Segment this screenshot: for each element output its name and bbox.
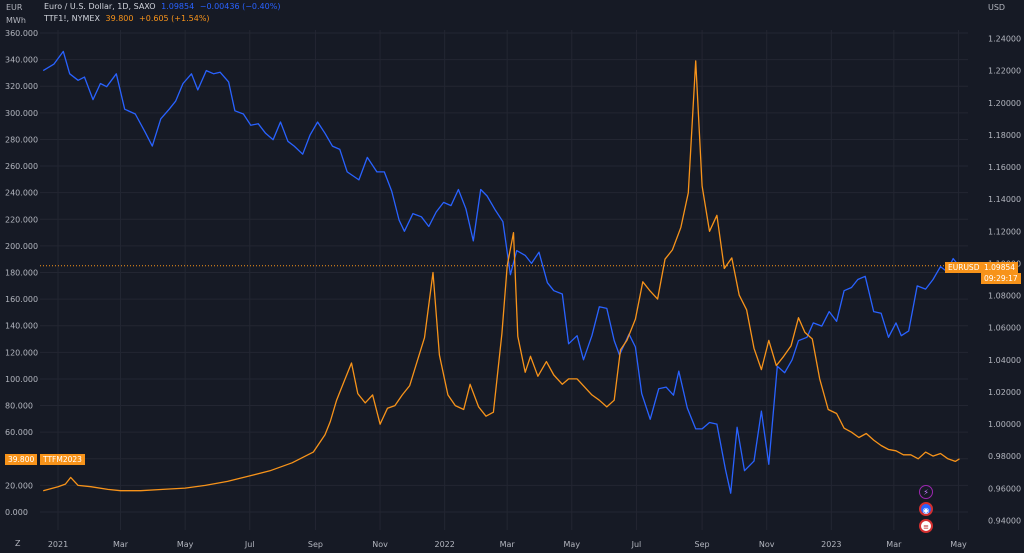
right-tick-label: 0.94000 — [988, 517, 1021, 526]
x-tick-label: Nov — [372, 540, 388, 549]
legend-eur[interactable]: Euro / U.S. Dollar, 1D, SAXO 1.09854 −0.… — [44, 2, 280, 11]
x-tick-label: May — [564, 540, 581, 549]
legend-eur-name: Euro / U.S. Dollar, 1D, SAXO — [44, 2, 156, 11]
left-tick-label: 100.000 — [5, 375, 38, 384]
x-tick-label: Sep — [308, 540, 323, 549]
x-tick-label: Jul — [631, 540, 642, 549]
legend-eur-value: 1.09854 — [161, 2, 195, 11]
left-tick-label: 340.000 — [5, 56, 38, 65]
ttf-line — [43, 60, 960, 492]
eurusd-line — [42, 50, 961, 494]
left-tick-label: 20.000 — [5, 481, 33, 490]
left-tick-label: 160.000 — [5, 295, 38, 304]
right-tick-label: 1.00000 — [988, 420, 1021, 429]
left-tick-label: 260.000 — [5, 162, 38, 171]
eurusd-symbol-tag: EURUSD — [945, 262, 983, 273]
us-flag-icon[interactable]: ≡ — [919, 519, 933, 533]
ttf-price-tag: 39.800 — [5, 454, 38, 465]
grid — [40, 30, 968, 530]
time-axis: 2021 Mar May Jul Sep Nov 2022 Mar May Jul Sep Nov 20… — [48, 540, 967, 549]
x-tick-label: Nov — [759, 540, 775, 549]
legend-ttf[interactable]: TTF1!, NYMEX 39.800 +0.605 (+1.54%) — [44, 14, 210, 23]
right-tick-label: 1.18000 — [988, 131, 1021, 140]
left-tick-label: 220.000 — [5, 215, 38, 224]
legend-ttf-name: TTF1!, NYMEX — [44, 14, 100, 23]
globe-icon[interactable]: ◉ — [919, 502, 933, 516]
right-tick-label: 1.06000 — [988, 324, 1021, 333]
x-tick-label: Mar — [500, 540, 516, 549]
left-tick-label: 200.000 — [5, 242, 38, 251]
left-tick-label: 180.000 — [5, 269, 38, 278]
left-tick-label: 0.000 — [5, 508, 28, 517]
left-tick-label: 120.000 — [5, 348, 38, 357]
eurusd-price-tag: 1.09854 — [981, 262, 1019, 273]
lightning-icon[interactable]: ⚡ — [919, 485, 933, 499]
legend-eur-change: −0.00436 (−0.40%) — [199, 2, 281, 11]
right-tick-label: 1.16000 — [988, 163, 1021, 172]
left-tick-label: 140.000 — [5, 322, 38, 331]
left-tick-label: 240.000 — [5, 189, 38, 198]
x-tick-label: 2021 — [48, 540, 68, 549]
x-tick-label: 2022 — [434, 540, 454, 549]
x-tick-label: May — [177, 540, 194, 549]
right-tick-label: 1.24000 — [988, 35, 1021, 44]
left-subunit-label: MWh — [6, 16, 26, 25]
right-tick-label: 1.08000 — [988, 292, 1021, 301]
right-tick-label: 1.04000 — [988, 356, 1021, 365]
right-tick-label: 1.20000 — [988, 99, 1021, 108]
x-tick-label: Mar — [113, 540, 129, 549]
right-tick-label: 1.12000 — [988, 227, 1021, 236]
left-tick-label: 300.000 — [5, 109, 38, 118]
left-tick-label: 80.000 — [5, 402, 33, 411]
eurusd-timer-tag: 09:29:17 — [981, 273, 1021, 284]
right-unit-label: USD — [988, 3, 1006, 12]
right-tick-label: 0.98000 — [988, 452, 1021, 461]
right-tick-label: 1.22000 — [988, 67, 1021, 76]
x-tick-label: 2023 — [821, 540, 841, 549]
right-tick-label: 0.96000 — [988, 484, 1021, 493]
x-tick-label: Mar — [886, 540, 902, 549]
left-tick-label: 360.000 — [5, 29, 38, 38]
legend-ttf-change: +0.605 (+1.54%) — [139, 14, 210, 23]
right-tick-label: 1.14000 — [988, 195, 1021, 204]
ttf-symbol-tag: TTFM2023 — [40, 454, 85, 465]
series-lines — [40, 50, 961, 494]
left-axis: 360.000 340.000 320.000 300.000 280.000 260.0… — [5, 29, 38, 517]
left-tick-label: 320.000 — [5, 82, 38, 91]
x-tick-label: Jul — [244, 540, 255, 549]
legend-ttf-value: 39.800 — [105, 14, 134, 23]
left-unit-label: EUR — [6, 3, 23, 12]
x-tick-label: Sep — [695, 540, 710, 549]
x-tick-label: May — [950, 540, 967, 549]
timezone-corner-label[interactable]: Z — [15, 539, 21, 548]
left-tick-label: 60.000 — [5, 428, 33, 437]
right-tick-label: 1.02000 — [988, 388, 1021, 397]
left-tick-label: 280.000 — [5, 135, 38, 144]
